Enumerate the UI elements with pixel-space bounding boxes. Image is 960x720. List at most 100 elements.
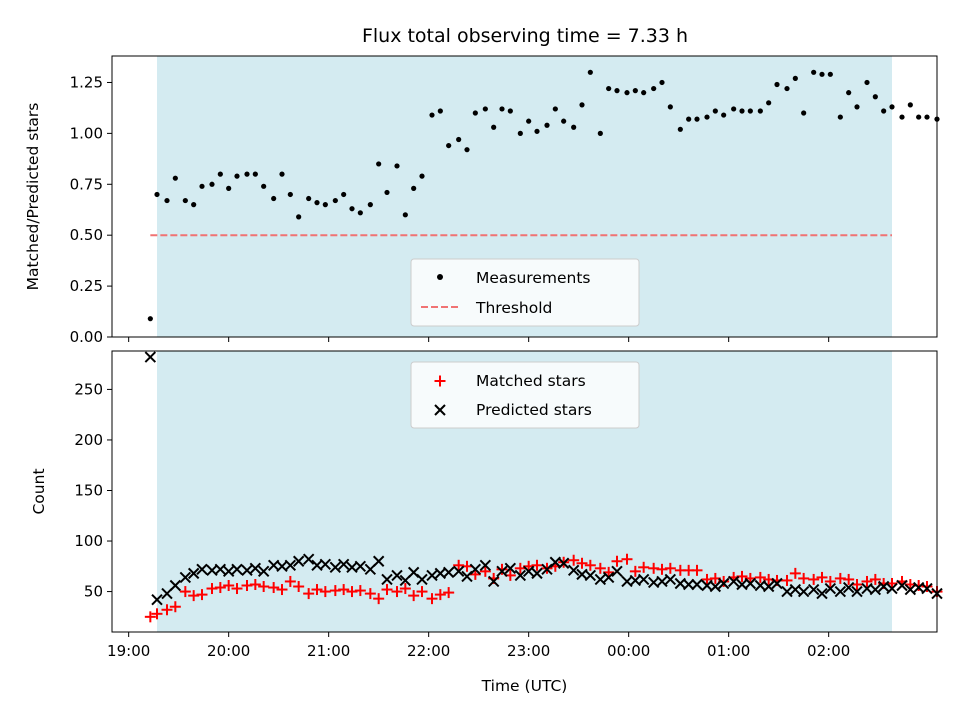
predicted-star-point: [381, 573, 393, 586]
matched-star-point: [161, 604, 173, 616]
measurement-point: [924, 114, 930, 120]
matched-star-point: [443, 587, 455, 599]
count-x-tick-label: 19:00: [107, 642, 150, 660]
measurements-layer: [147, 69, 940, 322]
measurement-point: [811, 69, 817, 75]
measurement-point: [226, 185, 232, 191]
measurement-point: [244, 171, 250, 177]
measurement-point: [349, 206, 355, 212]
matched-star-point: [629, 565, 641, 577]
predicted-star-point: [144, 351, 157, 363]
measurement-point: [234, 173, 240, 179]
measurement-point: [419, 173, 425, 179]
matched-star-point: [656, 563, 668, 575]
count-y-tick-label: 50: [84, 583, 103, 601]
measurement-point: [801, 110, 807, 116]
measurement-point: [774, 81, 780, 88]
matched-star-point: [834, 572, 846, 584]
predicted-star-point: [514, 569, 527, 582]
matched-star-point: [169, 601, 181, 613]
ratio-y-ticks: 0.00 0.25 0.50 0.75 1.00 1.25: [70, 73, 112, 346]
measurement-point: [757, 108, 763, 114]
count-y-tick-label: 100: [74, 532, 103, 550]
measurement-point: [472, 110, 478, 116]
count-y-tick-label: 200: [74, 431, 103, 449]
predicted-star-point: [682, 578, 695, 591]
count-x-tick-label: 23:00: [507, 642, 550, 660]
predicted-star-point: [284, 559, 297, 571]
measurement-point: [651, 85, 657, 92]
matched-star-point: [426, 593, 438, 605]
count-legend: Matched stars Predicted stars: [410, 361, 640, 429]
measurement-point: [209, 181, 215, 187]
measurement-point: [766, 100, 772, 106]
matched-star-point: [364, 588, 376, 600]
measurement-point: [199, 183, 205, 189]
predicted-star-point: [479, 559, 492, 571]
measurement-point: [332, 197, 338, 204]
predicted-star-point: [869, 583, 882, 596]
measurement-point: [147, 316, 153, 322]
count-panel: 50 100 150 200 250 19:00 20:00 21:00 22:00 23:00…: [30, 350, 943, 695]
matched-star-point: [231, 583, 243, 595]
predicted-star-point: [222, 565, 235, 578]
measurement-point: [279, 171, 285, 177]
matched-star-point: [311, 584, 323, 596]
predicted-star-point: [594, 573, 607, 586]
matched-star-point: [346, 586, 358, 598]
measurement-point: [889, 104, 895, 110]
matched-star-point: [611, 555, 623, 567]
measurement-point: [341, 191, 347, 198]
matched-star-point: [584, 559, 596, 571]
matched-star-point: [648, 562, 660, 574]
predicted-legend-glyph: [434, 404, 446, 416]
count-x-tick-label: 02:00: [807, 642, 850, 660]
ratio-y-axis-label: Matched/Predicted stars: [24, 103, 42, 291]
predicted-star-point: [797, 585, 810, 598]
matched-star-point: [373, 593, 385, 605]
predicted-star-point: [886, 582, 898, 595]
matched-star-point: [268, 582, 280, 594]
measurement-point: [261, 183, 267, 189]
matched-star-point: [206, 583, 218, 595]
matched-star-point: [196, 589, 208, 601]
measurement-point: [182, 197, 188, 204]
measurement-point: [517, 130, 523, 136]
matched-star-point: [144, 611, 156, 623]
matched-star-point: [691, 564, 703, 576]
measurement-point: [544, 122, 550, 128]
predicted-star-point: [416, 573, 428, 586]
matched-star-point: [241, 580, 253, 592]
predicted-star-point: [442, 566, 455, 579]
measurement-point: [659, 79, 665, 86]
measurement-point: [499, 106, 505, 112]
predicted-star-point: [302, 553, 315, 565]
matched-star-point: [329, 585, 341, 597]
measurement-point: [916, 114, 922, 120]
ratio-y-tick-label: 0.25: [70, 277, 103, 295]
matched-star-point: [453, 559, 465, 571]
predicted-star-point: [602, 571, 615, 584]
matched-legend-marker: [434, 375, 446, 387]
count-y-ticks: 50 100 150 200 250: [74, 380, 112, 601]
count-x-tick-label: 00:00: [607, 642, 650, 660]
predicted-star-point: [469, 563, 482, 576]
ratio-panel: 0.00 0.25 0.50 0.75 1.00 1.25 Matched/Predict…: [24, 55, 940, 346]
predicted-star-point: [691, 578, 703, 591]
predicted-star-point: [727, 575, 740, 588]
measurement-point: [792, 75, 798, 81]
matched-star-point: [338, 584, 350, 596]
measurement-point: [721, 112, 727, 118]
matched-star-point: [391, 586, 403, 598]
matched-star-point: [789, 567, 801, 579]
predicted-star-point: [664, 573, 677, 586]
figure-title: Flux total observing time = 7.33 h: [362, 25, 688, 47]
predicted-star-point: [257, 565, 270, 578]
measurement-point: [854, 104, 860, 110]
matched-star-point: [416, 586, 428, 598]
matched-star-point: [408, 590, 420, 602]
measurement-point: [164, 197, 170, 204]
matched-star-point: [576, 557, 588, 569]
predicted-star-point: [372, 555, 385, 567]
